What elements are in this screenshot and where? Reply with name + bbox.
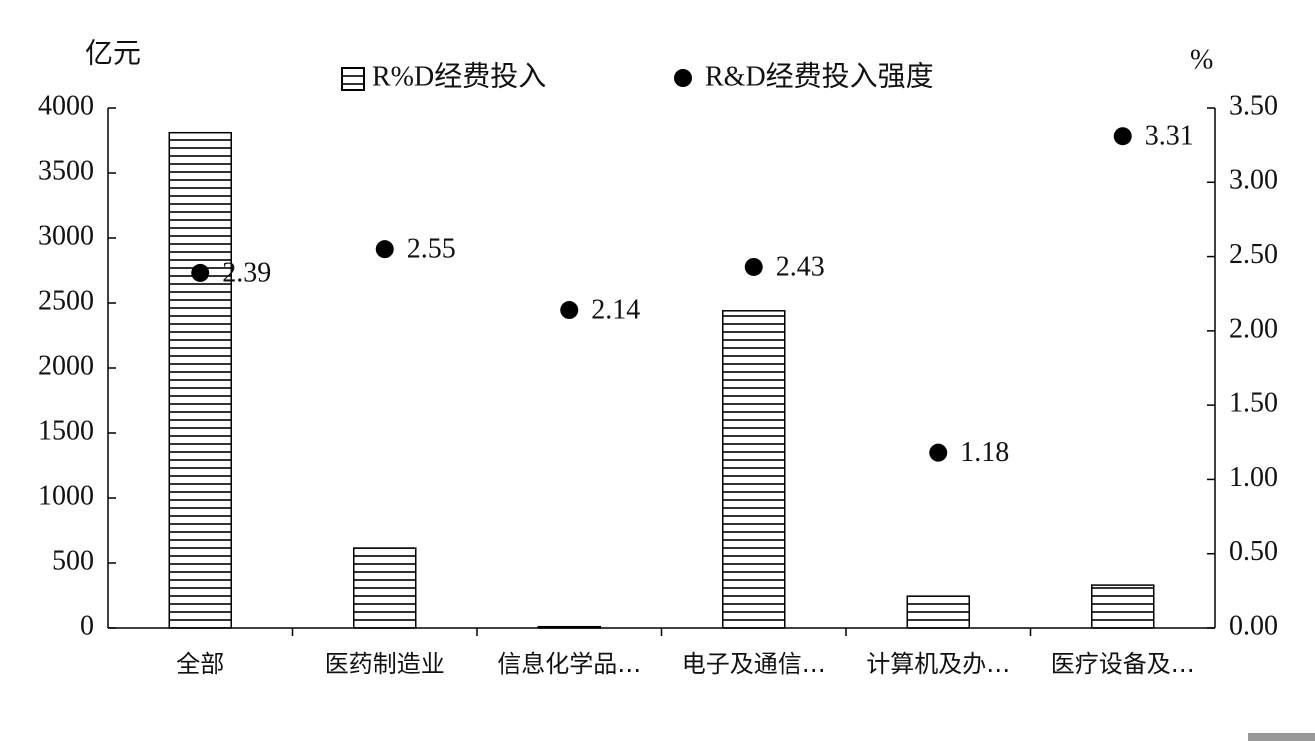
bar [168,131,232,629]
dot [375,240,394,259]
y2-tick-label: 0.00 [1229,610,1278,641]
y-tick-label: 3500 [38,155,94,186]
x-tick-label: 医药制造业 [325,650,445,678]
legend-label: R%D经费投入 [372,60,546,92]
x-tick-label: 信息化学品… [497,650,641,678]
legend-swatch [674,69,692,87]
dot [744,257,763,276]
y-tick-label: 4000 [38,90,94,121]
y-tick-label: 2000 [38,350,94,381]
dot-label: 1.18 [960,437,1009,468]
bar [722,310,786,629]
y2-tick-label: 3.50 [1229,90,1278,121]
y-tick-label: 2500 [38,285,94,316]
x-tick-label: 医疗设备及… [1051,650,1195,678]
y2-tick-label: 0.50 [1229,536,1278,567]
dot [1113,127,1132,146]
dot-label: 2.39 [222,257,271,288]
bar [537,625,601,629]
y-tick-label: 500 [52,545,94,576]
y-tick-label: 0 [80,610,94,641]
y2-tick-label: 1.00 [1229,462,1278,493]
y2-unit: % [1190,44,1213,75]
legend-swatch [341,67,365,91]
y-tick-label: 1500 [38,415,94,446]
dot-label: 2.14 [591,294,640,325]
dot [191,263,210,282]
dot [560,301,579,320]
y2-tick-label: 3.00 [1229,165,1278,196]
dot-label: 2.43 [776,251,825,282]
dot [929,443,948,462]
y2-tick-label: 2.50 [1229,239,1278,270]
dot-label: 3.31 [1145,121,1194,152]
y-tick-label: 1000 [38,480,94,511]
legend-label: R&D经费投入强度 [705,60,934,92]
x-tick-label: 计算机及办… [866,650,1010,678]
y-tick-label: 3000 [38,220,94,251]
dot-label: 2.55 [407,234,456,265]
y2-tick-label: 1.50 [1229,388,1278,419]
y2-tick-label: 2.00 [1229,313,1278,344]
y-unit: 亿元 [85,37,141,69]
bar [906,595,970,629]
x-tick-label: 全部 [176,650,224,678]
x-tick-label: 电子及通信… [682,650,826,678]
corner-block [1248,733,1315,741]
bar [353,547,417,629]
bar [1091,584,1155,629]
